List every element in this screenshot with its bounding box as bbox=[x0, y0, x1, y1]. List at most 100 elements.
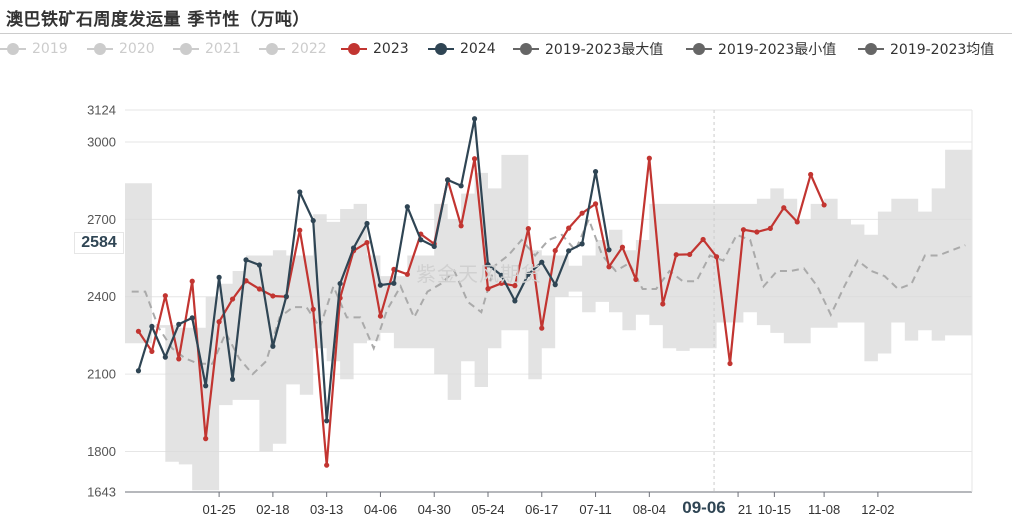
data-point-2024 bbox=[552, 282, 558, 288]
data-point-2023 bbox=[781, 205, 787, 211]
data-point-2023 bbox=[646, 155, 652, 161]
data-point-2024 bbox=[324, 418, 330, 424]
legend-label: 2019-2023最小值 bbox=[718, 42, 837, 58]
data-point-2023 bbox=[767, 225, 773, 231]
legend-item-2023[interactable]: 2023 bbox=[341, 38, 409, 60]
legend-symbol bbox=[341, 42, 367, 56]
data-point-2024 bbox=[592, 169, 599, 175]
data-point-2023 bbox=[189, 278, 195, 284]
data-point-2023 bbox=[808, 171, 814, 178]
data-point-2023 bbox=[525, 226, 531, 232]
data-point-2024 bbox=[458, 183, 464, 189]
y-tick-label: 3000 bbox=[87, 134, 116, 149]
legend-item-max[interactable]: 2019-2023最大值 bbox=[513, 38, 663, 60]
x-tick-label: 03-13 bbox=[310, 502, 343, 517]
data-point-2024 bbox=[216, 274, 222, 280]
legend-label: 2023 bbox=[373, 41, 409, 57]
data-point-2023 bbox=[364, 239, 370, 246]
legend-symbol bbox=[173, 42, 199, 56]
legend-item-2020[interactable]: 2020 bbox=[87, 38, 155, 60]
data-point-2024 bbox=[498, 272, 505, 278]
data-point-2023 bbox=[324, 462, 330, 468]
legend-label: 2020 bbox=[119, 41, 155, 57]
data-point-2023 bbox=[135, 328, 142, 334]
legend-item-2024[interactable]: 2024 bbox=[428, 38, 496, 60]
series-line-2024 bbox=[137, 117, 611, 422]
data-point-2023 bbox=[619, 244, 626, 250]
data-point-2023 bbox=[660, 301, 666, 307]
data-point-2023 bbox=[270, 293, 276, 299]
data-point-2024 bbox=[391, 280, 397, 286]
data-point-2023 bbox=[552, 247, 558, 254]
data-point-2024 bbox=[566, 248, 572, 254]
y-tick-label: 1800 bbox=[87, 444, 116, 459]
x-tick-label: 02-18 bbox=[256, 502, 289, 517]
data-point-2024 bbox=[525, 271, 531, 277]
data-point-2024 bbox=[189, 315, 195, 321]
data-point-2024 bbox=[606, 247, 612, 253]
x-tick-label: 10-15 bbox=[758, 502, 791, 517]
data-point-2024 bbox=[162, 354, 168, 360]
y-tick-label: 2100 bbox=[87, 367, 116, 382]
data-point-2024 bbox=[310, 218, 316, 224]
data-point-2023 bbox=[633, 276, 639, 283]
data-point-2023 bbox=[256, 286, 263, 292]
data-point-2024 bbox=[243, 257, 249, 263]
data-point-2023 bbox=[485, 286, 491, 292]
chart-title: 澳巴铁矿石周度发运量 季节性（万吨） bbox=[6, 10, 310, 30]
watermark: 紫金天风期货 bbox=[416, 262, 542, 286]
data-point-2024 bbox=[377, 282, 384, 288]
data-point-2023 bbox=[579, 210, 585, 216]
data-point-2024 bbox=[418, 237, 424, 243]
legend-symbol bbox=[858, 42, 884, 56]
data-point-2024 bbox=[337, 280, 343, 287]
data-point-2024 bbox=[350, 245, 357, 251]
data-point-2023 bbox=[592, 201, 599, 207]
legend-item-2022[interactable]: 2022 bbox=[259, 38, 327, 60]
y-tick-label: 3124 bbox=[87, 103, 116, 118]
data-point-2024 bbox=[203, 383, 209, 389]
data-point-2023 bbox=[740, 227, 747, 233]
data-point-2023 bbox=[377, 313, 384, 319]
data-point-2023 bbox=[794, 219, 800, 225]
legend-symbol bbox=[0, 42, 26, 56]
data-point-2023 bbox=[673, 252, 679, 258]
legend-item-mean[interactable]: 2019-2023均值 bbox=[858, 38, 994, 60]
x-tick-label: 08-04 bbox=[633, 502, 666, 517]
legend-item-2021[interactable]: 2021 bbox=[173, 38, 241, 60]
data-point-2023 bbox=[176, 356, 182, 362]
data-point-2024 bbox=[512, 298, 518, 304]
legend-label: 2019-2023最大值 bbox=[545, 42, 664, 58]
legend: 2019 2020 2021 2022 2023 2024 2019-2023最… bbox=[0, 38, 1012, 60]
x-tick-label: 05-24 bbox=[471, 502, 504, 517]
data-point-2023 bbox=[700, 236, 706, 243]
title-divider bbox=[0, 33, 1012, 34]
y-tick-label: 2700 bbox=[87, 212, 116, 227]
data-point-2024 bbox=[485, 262, 491, 268]
data-point-2023 bbox=[713, 254, 720, 260]
legend-symbol bbox=[428, 42, 454, 56]
legend-symbol bbox=[686, 42, 712, 56]
legend-symbol bbox=[513, 42, 539, 56]
legend-item-min[interactable]: 2019-2023最小值 bbox=[686, 38, 836, 60]
x-tick-label: 01-25 bbox=[202, 502, 235, 517]
legend-label: 2022 bbox=[291, 41, 327, 57]
data-point-2024 bbox=[404, 204, 410, 210]
y-tick-label: 2400 bbox=[87, 289, 116, 304]
data-point-2023 bbox=[404, 271, 410, 277]
data-point-2023 bbox=[566, 225, 572, 231]
axis-pointer-x-label: 09-06 bbox=[673, 497, 735, 519]
legend-label: 2019-2023均值 bbox=[890, 42, 995, 58]
series-line-2023 bbox=[137, 157, 826, 467]
max-min-band bbox=[125, 149, 972, 491]
x-tick-label: 07-11 bbox=[579, 502, 611, 517]
series-2024 bbox=[135, 116, 612, 424]
data-point-2024 bbox=[229, 376, 236, 382]
legend-item-2019[interactable]: 2019 bbox=[0, 38, 68, 60]
data-point-2024 bbox=[364, 220, 370, 227]
data-point-2023 bbox=[821, 202, 827, 208]
x-tick-label: 04-30 bbox=[418, 502, 451, 517]
data-point-2023 bbox=[539, 325, 545, 331]
data-point-2023 bbox=[149, 348, 155, 355]
